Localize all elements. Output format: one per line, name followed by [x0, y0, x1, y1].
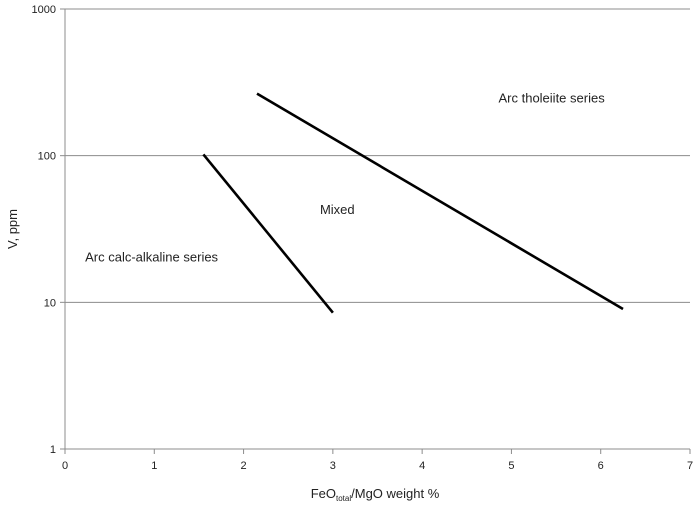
y-axis-title: V, ppm — [5, 209, 20, 249]
y-tick-label: 1 — [50, 444, 56, 456]
region-label: Arc tholeiite series — [498, 91, 605, 106]
x-tick-label: 4 — [419, 460, 425, 472]
y-tick-label: 10 — [44, 297, 56, 309]
x-tick-label: 7 — [687, 460, 693, 472]
gridlines — [65, 8, 690, 303]
x-tick-label: 5 — [508, 460, 514, 472]
boundary-line-1 — [202, 153, 334, 314]
series-lines — [202, 92, 624, 314]
x-tick-label: 6 — [598, 460, 604, 472]
x-axis-title: FeOtotal/MgO weight % — [311, 486, 440, 503]
region-label: Arc calc-alkaline series — [85, 249, 218, 264]
axes — [60, 8, 691, 454]
x-axis-title-suffix: /MgO weight % — [351, 486, 440, 501]
region-annotations: Arc tholeiite series Mixed Arc calc-alkali… — [85, 91, 605, 265]
x-tick-label: 1 — [151, 460, 157, 472]
x-axis-title-prefix: FeO — [311, 486, 336, 501]
x-tick-label: 0 — [62, 460, 68, 472]
boundary-line-2 — [256, 92, 624, 311]
x-axis-title-subscript: total — [336, 494, 351, 503]
y-tick-label: 100 — [38, 151, 56, 163]
region-label: Mixed — [320, 202, 355, 217]
x-tick-label: 3 — [330, 460, 336, 472]
y-tick-label: 1000 — [32, 4, 56, 16]
x-tick-label: 2 — [241, 460, 247, 472]
